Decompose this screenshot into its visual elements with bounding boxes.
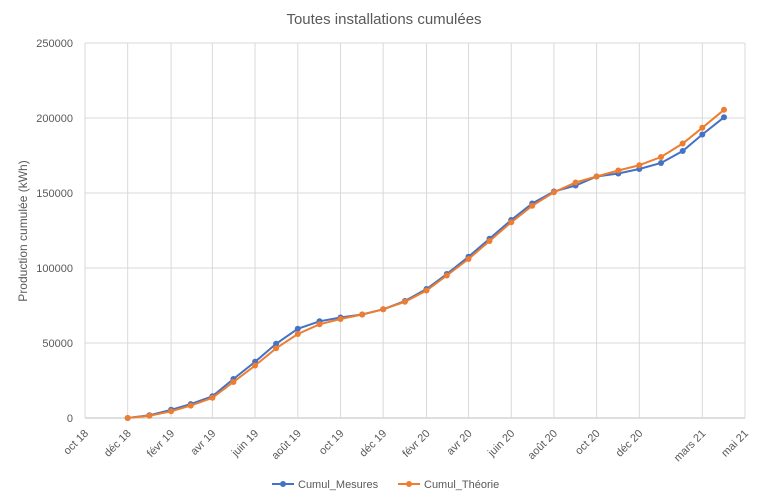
- x-tick-label: oct 18: [61, 428, 91, 458]
- x-tick-label: avr 20: [445, 428, 475, 458]
- series-line: [127, 109, 725, 419]
- legend-label: Cumul_Mesures: [298, 479, 379, 491]
- data-point: [699, 131, 706, 138]
- legend-marker: [280, 481, 286, 487]
- x-tick-label: mars 21: [672, 428, 709, 465]
- data-point: [658, 154, 664, 160]
- data-point: [721, 106, 727, 113]
- x-tick-label: juin 20: [485, 428, 517, 460]
- data-point: [252, 362, 259, 369]
- data-point: [465, 256, 472, 262]
- data-point: [294, 331, 301, 337]
- data-point: [658, 160, 664, 166]
- y-tick-label: 0: [67, 413, 73, 425]
- x-tick-label: févr 19: [145, 428, 177, 460]
- data-point: [273, 340, 280, 347]
- data-point: [316, 321, 323, 328]
- x-tick-label: oct 19: [317, 428, 347, 458]
- chart-title: Toutes installations cumulées: [286, 11, 481, 28]
- data-point: [337, 316, 344, 322]
- y-tick-label: 200000: [36, 113, 73, 125]
- data-point: [721, 114, 727, 121]
- x-tick-label: févr 20: [400, 428, 432, 460]
- data-point: [593, 173, 600, 180]
- x-tick-label: août 19: [269, 428, 303, 462]
- data-point: [486, 238, 493, 244]
- data-point: [273, 345, 280, 352]
- data-point: [679, 148, 686, 154]
- data-point: [443, 272, 450, 279]
- data-point: [615, 167, 622, 174]
- data-point: [423, 287, 430, 294]
- data-point: [699, 124, 706, 131]
- y-tick-label: 250000: [36, 38, 73, 50]
- legend-item: Cumul_Mesures: [272, 479, 379, 491]
- x-tick-label: déc 20: [614, 428, 646, 460]
- x-tick-label: oct 20: [573, 428, 603, 458]
- legend-item: Cumul_Théorie: [398, 479, 499, 491]
- y-tick-label: 150000: [36, 188, 73, 200]
- data-point: [401, 298, 408, 305]
- data-point: [550, 189, 557, 196]
- legend-label: Cumul_Théorie: [424, 479, 499, 491]
- x-tick-label: déc 18: [102, 428, 134, 460]
- data-point: [636, 162, 643, 169]
- data-point: [209, 394, 216, 401]
- data-point: [146, 412, 153, 419]
- gridlines: [84, 42, 746, 419]
- y-axis-label: Production cumulée (kWh): [16, 160, 30, 301]
- data-point: [508, 219, 515, 226]
- data-point: [380, 306, 387, 313]
- legend-marker: [406, 481, 412, 487]
- data-point: [294, 325, 301, 332]
- x-axis-ticks: oct 18 déc 18 févr 19 avr 19 juin 19 août 19 o…: [61, 428, 751, 465]
- data-point: [529, 202, 536, 209]
- data-point: [572, 179, 579, 186]
- x-tick-label: déc 19: [357, 428, 389, 460]
- x-tick-label: avr 19: [188, 428, 218, 458]
- legend: Cumul_Mesures Cumul_Théorie: [272, 479, 499, 491]
- data-point: [168, 408, 175, 415]
- data-point: [124, 415, 131, 421]
- x-tick-label: juin 19: [229, 428, 261, 460]
- series-group: [124, 106, 727, 421]
- series-2: [124, 106, 727, 421]
- x-tick-label: août 20: [526, 428, 560, 462]
- y-tick-label: 100000: [36, 263, 73, 275]
- x-tick-label: mai 21: [719, 428, 751, 460]
- data-point: [230, 379, 237, 385]
- y-tick-label: 50000: [42, 338, 73, 350]
- data-point: [679, 140, 686, 147]
- data-point: [359, 311, 366, 318]
- data-point: [187, 402, 194, 409]
- y-axis-ticks: 0 50000 100000 150000 200000 250000: [36, 38, 73, 425]
